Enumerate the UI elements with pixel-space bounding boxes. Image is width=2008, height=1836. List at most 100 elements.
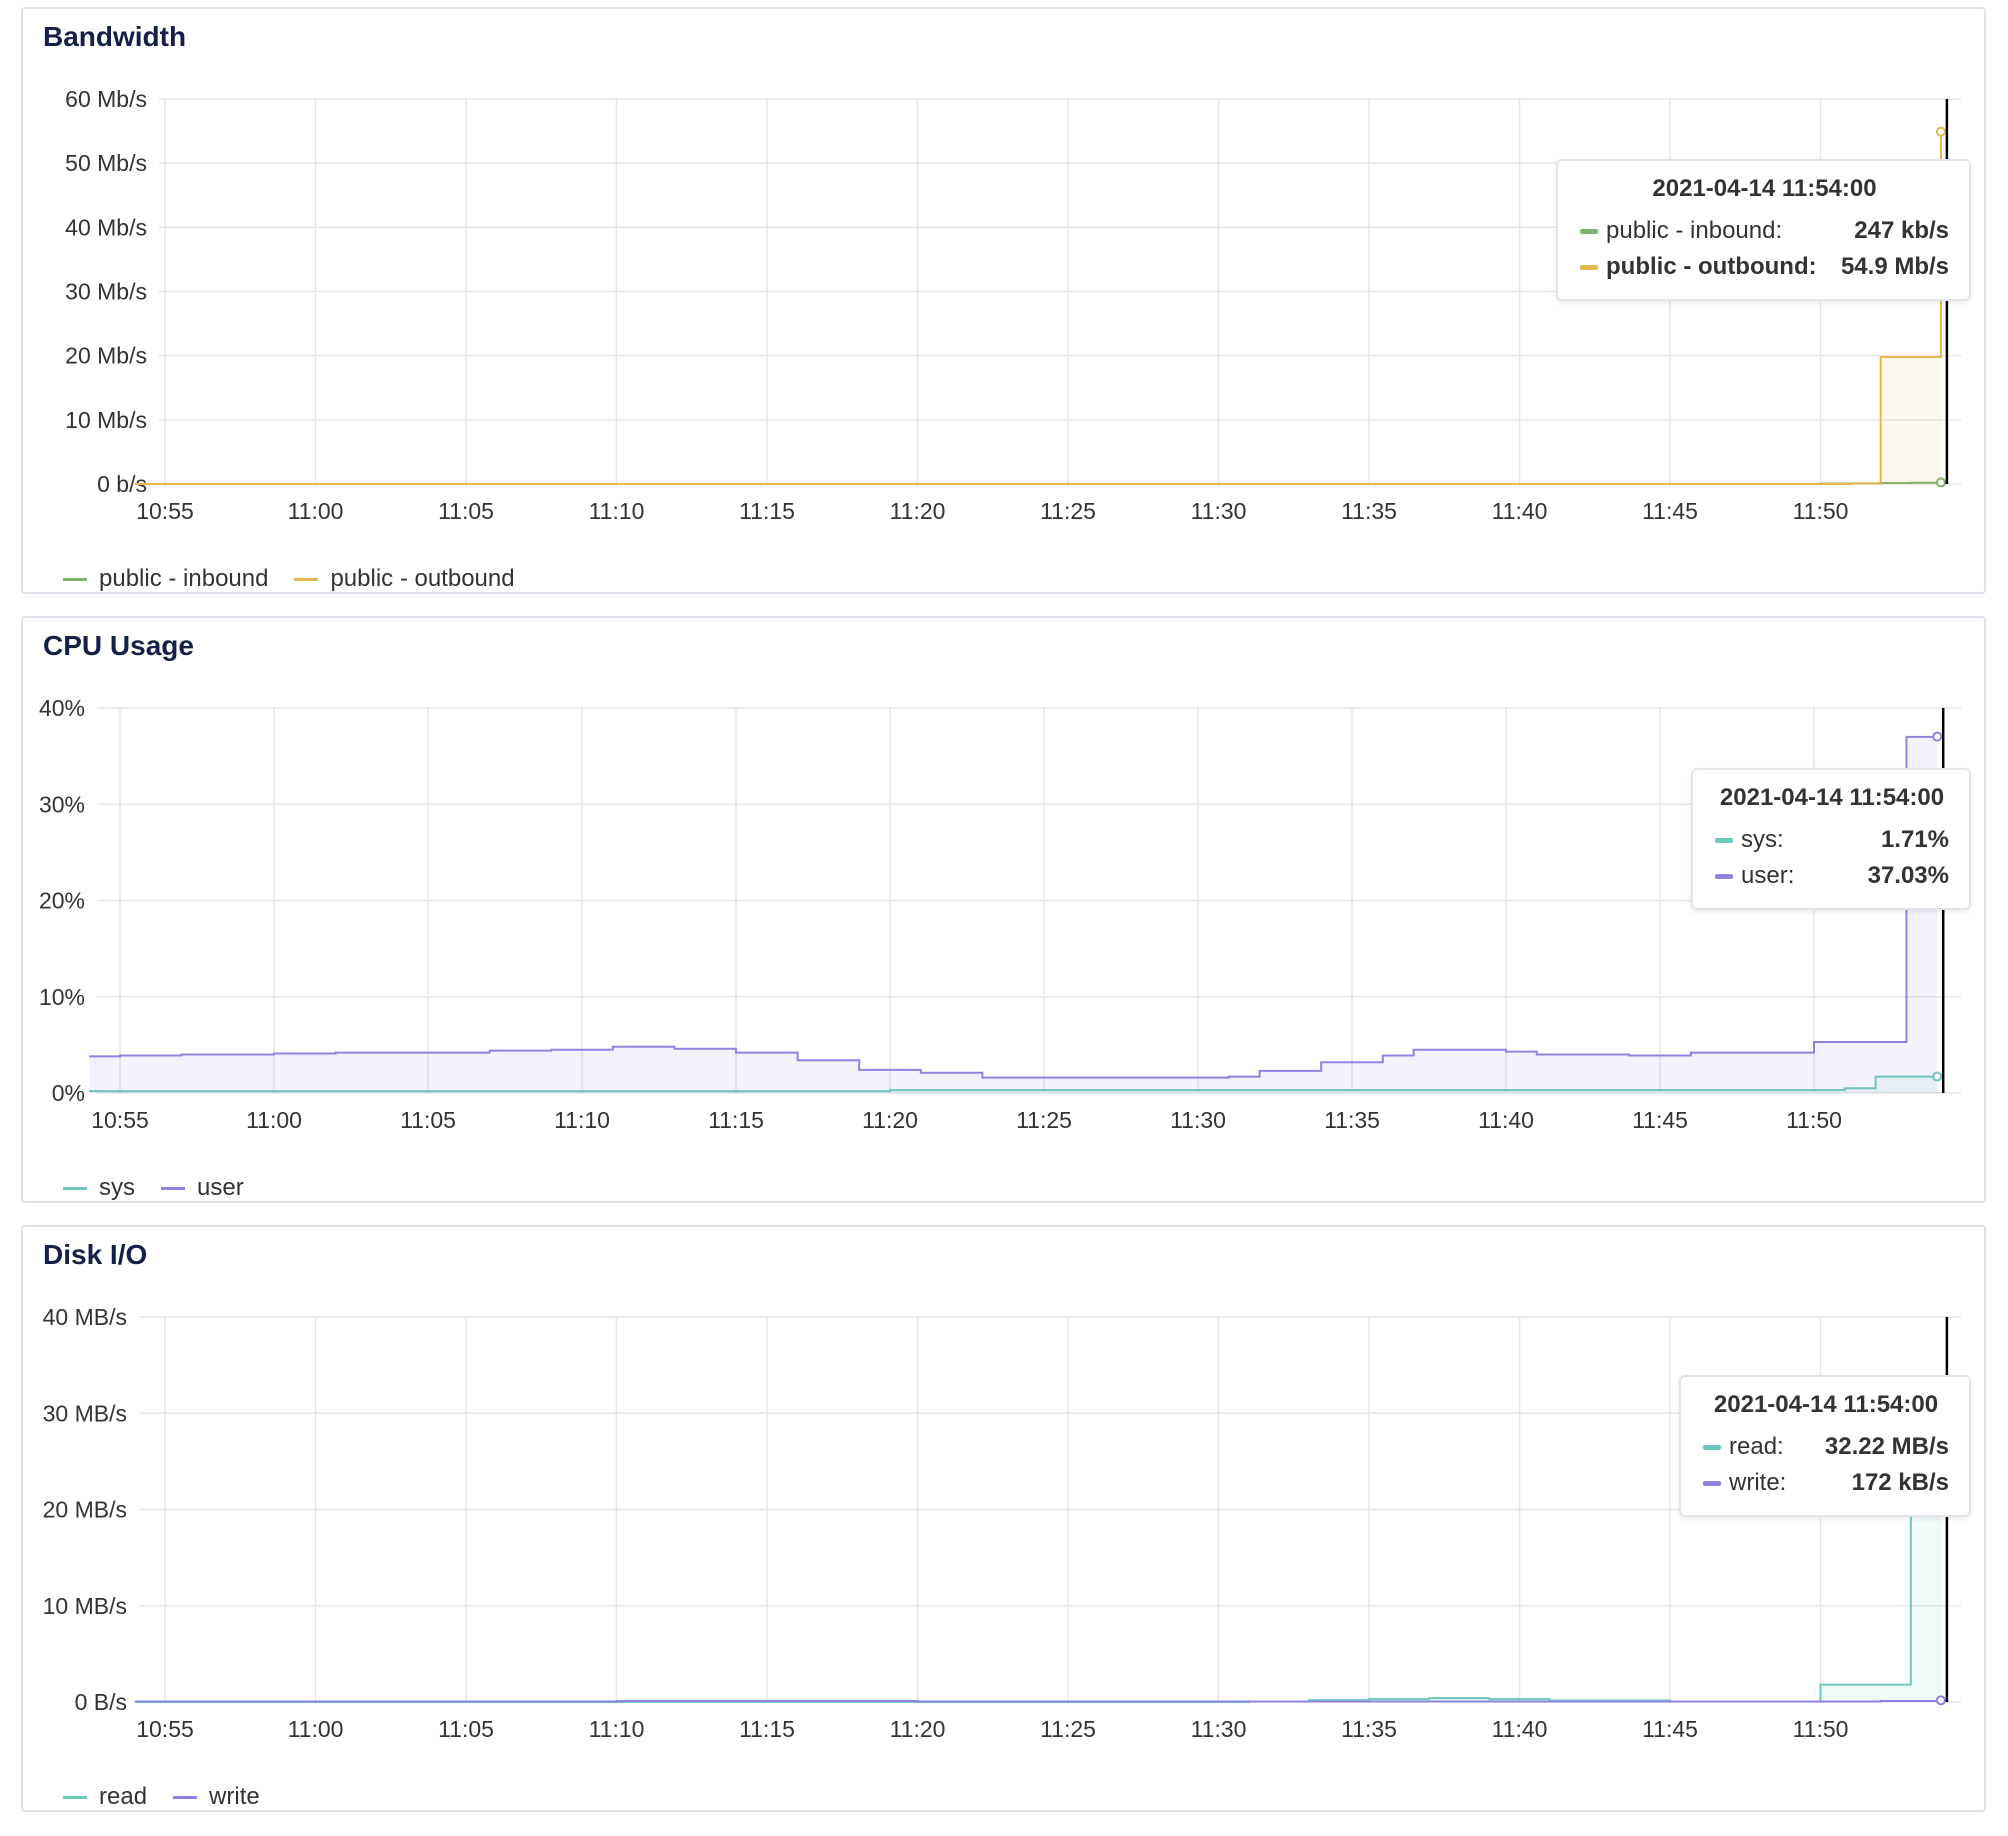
tooltip-label: public - inbound: [1606,217,1783,244]
chart-legend: public - inbound public - outbound [63,565,541,593]
tooltip-value: 247 kb/s [1854,217,1949,244]
cpu-usage-chart[interactable]: 40% 30% 20% 10% 0%10:55 11:00 11:05 11:10 11:15 1… [23,618,1988,1205]
legend-item[interactable]: read [63,1783,147,1811]
x-tick-label: 11:20 [862,1107,918,1133]
y-tick-label: 40 Mb/s [65,214,147,240]
x-tick-label: 11:00 [288,1716,344,1742]
x-tick-label: 11:10 [554,1107,610,1133]
x-tick-label: 11:15 [739,1716,795,1742]
y-tick-label: 30% [39,791,85,817]
tooltip-label: sys: [1741,826,1784,853]
series-area-user [89,736,1938,1093]
tooltip-value: 172 kB/s [1851,1469,1949,1496]
x-tick-label: 11:40 [1492,1716,1548,1742]
x-tick-label: 11:50 [1786,1107,1842,1133]
disk-io-panel: Disk I/O 40 MB/s 30 MB/s 20 MB/s 10 MB/s 0 B… [21,1225,1986,1812]
hover-point [1932,731,1943,742]
tooltip-swatch [1703,1444,1721,1450]
y-tick-label: 20 Mb/s [65,343,147,369]
y-tick-label: 30 MB/s [43,1400,127,1426]
x-tick-label: 11:15 [739,498,795,524]
series-line-public-outbound[interactable] [134,131,1942,485]
x-tick-label: 11:25 [1040,498,1096,524]
legend-swatch [63,577,87,581]
panel-title: Disk I/O [43,1239,148,1270]
tooltip-swatch [1580,228,1598,234]
legend-swatch [63,1186,87,1190]
x-tick-label: 11:05 [400,1107,456,1133]
y-tick-label: 10 Mb/s [65,407,147,433]
x-tick-label: 11:40 [1478,1107,1534,1133]
x-tick-label: 11:35 [1324,1107,1380,1133]
legend-label: public - inbound [99,565,269,592]
x-tick-label: 11:30 [1191,498,1247,524]
tooltip-swatch [1715,837,1733,843]
tooltip-row: public - inbound: 247 kb/s [1580,213,1949,249]
x-tick-label: 11:40 [1492,498,1548,524]
y-tick-label: 40 MB/s [43,1304,127,1330]
tooltip-row: write: 172 kB/s [1703,1465,1949,1501]
tooltip-swatch [1715,873,1733,879]
tooltip-swatch [1580,264,1598,270]
x-tick-label: 11:50 [1793,1716,1849,1742]
series-line-sys[interactable] [89,1075,1939,1093]
bandwidth-panel: Bandwidth 60 Mb/s 50 Mb/s 40 Mb/s 30 Mb/s 20… [21,7,1986,594]
legend-item[interactable]: public - inbound [63,565,268,593]
series-line-user[interactable] [89,735,1939,1079]
tooltip-label: write: [1729,1469,1787,1496]
y-tick-label: 40% [39,695,85,721]
x-tick-label: 11:20 [890,498,946,524]
y-tick-label: 0% [52,1080,85,1106]
y-tick-label: 30 Mb/s [65,279,147,305]
x-tick-label: 11:45 [1642,1716,1698,1742]
x-tick-label: 11:20 [890,1716,946,1742]
tooltip-timestamp: 2021-04-14 11:54:00 [1713,1391,1939,1418]
tooltip-swatch [1703,1480,1721,1486]
panel-title: CPU Usage [43,630,194,661]
tooltip-value: 37.03% [1867,862,1949,889]
tooltip-row: sys: 1.71% [1715,822,1949,858]
series-line-write[interactable] [134,1700,1942,1703]
x-tick-label: 11:30 [1191,1716,1247,1742]
bandwidth-chart[interactable]: 60 Mb/s 50 Mb/s 40 Mb/s 30 Mb/s 20 Mb/s 10 Mb… [23,9,1988,596]
x-tick-label: 11:45 [1632,1107,1688,1133]
y-tick-label: 10% [39,984,85,1010]
series-line-read[interactable] [134,1391,1942,1703]
legend-swatch [63,1795,87,1799]
tooltip-row: user: 37.03% [1715,858,1949,894]
legend-item[interactable]: write [173,1783,260,1811]
chart-tooltip: 2021-04-14 11:54:00 sys: 1.71% user: 37.03% [1691,768,1971,910]
x-tick-label: 11:15 [708,1107,764,1133]
x-tick-label: 11:05 [438,1716,494,1742]
hover-point [1935,1695,1946,1706]
hover-point [1935,126,1946,137]
x-tick-label: 11:00 [246,1107,302,1133]
x-tick-label: 11:25 [1016,1107,1072,1133]
chart-legend: sys user [63,1174,270,1202]
legend-item[interactable]: user [161,1174,244,1202]
x-tick-label: 11:10 [589,498,645,524]
legend-label: read [99,1783,148,1810]
x-tick-label: 10:55 [136,498,194,524]
y-tick-label: 60 Mb/s [65,86,147,112]
disk-io-chart[interactable]: 40 MB/s 30 MB/s 20 MB/s 10 MB/s 0 B/s 10:55 11… [23,1227,1988,1814]
x-tick-label: 10:55 [91,1107,149,1133]
legend-item[interactable]: sys [63,1174,135,1202]
chart-legend: read write [63,1783,286,1811]
x-tick-label: 11:45 [1642,498,1698,524]
tooltip-label: user: [1741,862,1795,889]
panel-title: Bandwidth [43,21,187,52]
tooltip-value: 1.71% [1880,826,1949,853]
x-tick-label: 11:10 [589,1716,645,1742]
legend-item[interactable]: public - outbound [294,565,515,593]
chart-tooltip: 2021-04-14 11:54:00 read: 32.22 MB/s write… [1679,1375,1971,1517]
x-tick-label: 11:35 [1341,498,1397,524]
x-tick-label: 11:50 [1793,498,1849,524]
tooltip-label: read: [1729,1433,1784,1460]
chart-tooltip: 2021-04-14 11:54:00 public - inbound: 247… [1556,159,1971,301]
cpu-usage-panel: CPU Usage 40% 30% 20% 10% 0% 10:55 11:00 11:05 1… [21,616,1986,1203]
x-tick-label: 10:55 [136,1716,194,1742]
tooltip-row: public - outbound: 54.9 Mb/s [1580,249,1949,285]
hover-point [1932,1071,1943,1082]
x-tick-label: 11:05 [438,498,494,524]
